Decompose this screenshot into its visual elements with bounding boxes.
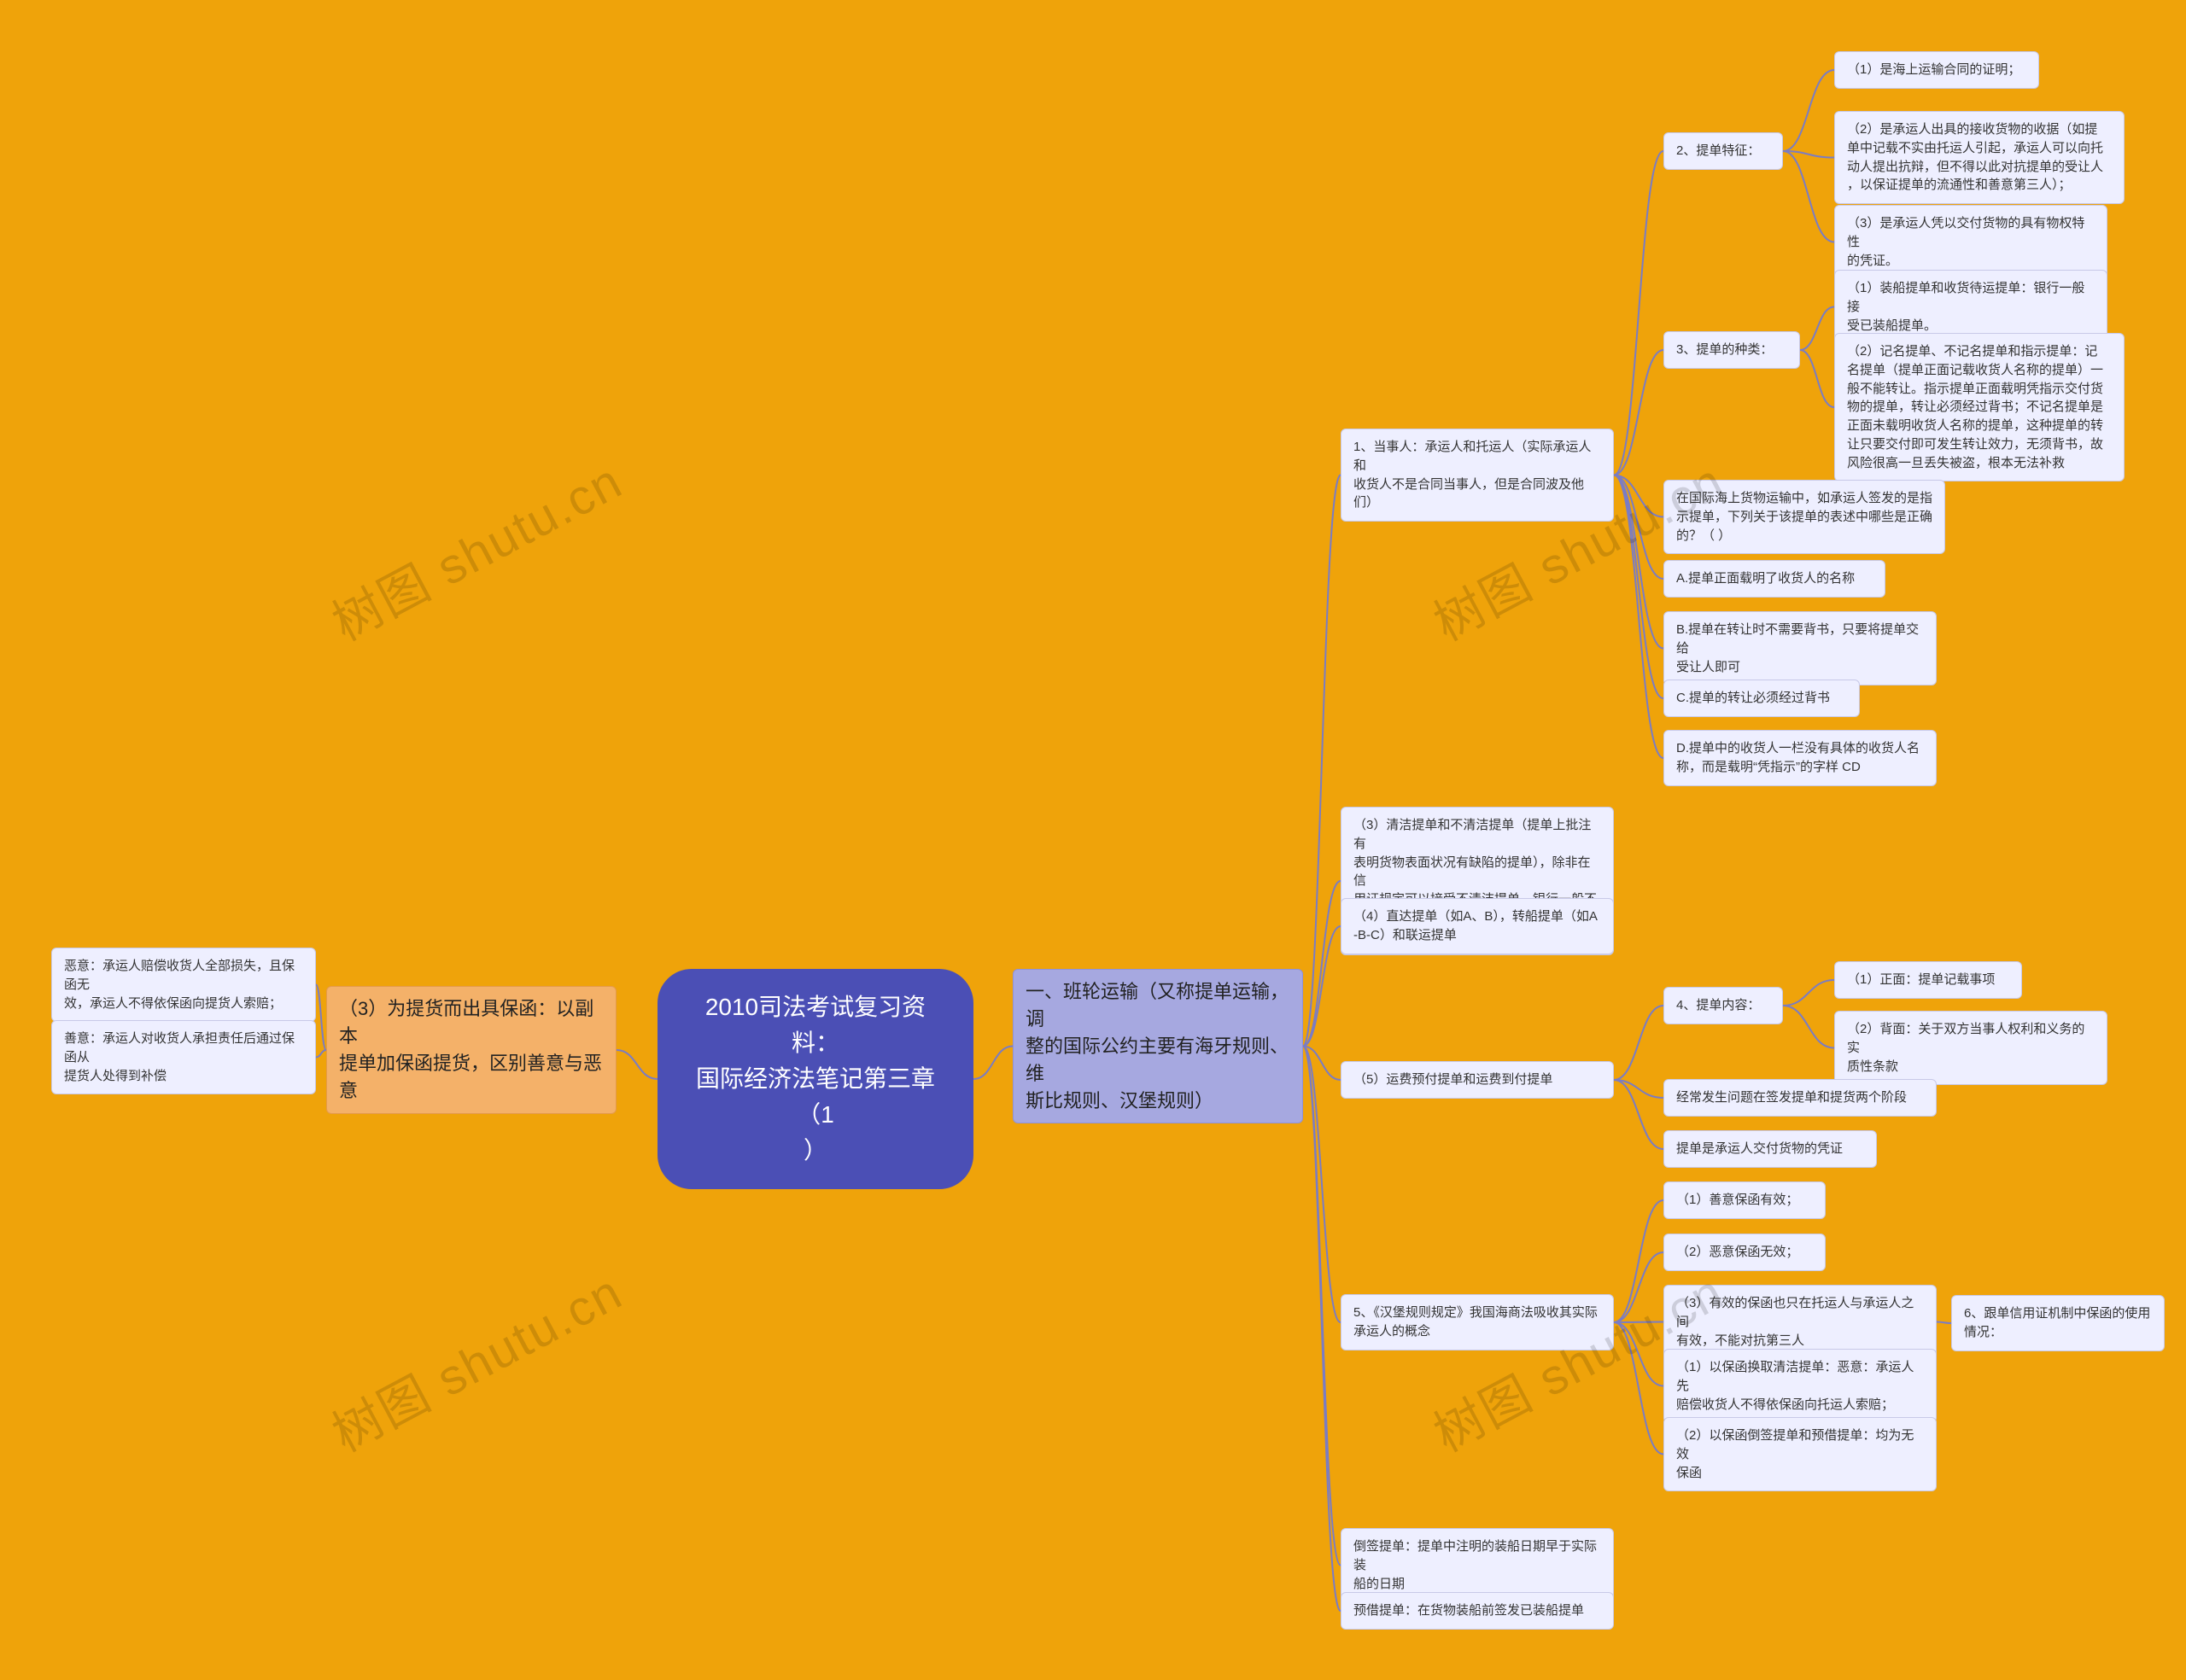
mindmap-edge (1303, 1047, 1341, 1566)
mindmap-node: （3）是承运人凭以交付货物的具有物权特性的凭证。 (1834, 205, 2107, 279)
mindmap-edge (973, 1047, 1013, 1080)
mindmap-node: （2）背面：关于双方当事人权利和义务的实质性条款 (1834, 1011, 2107, 1085)
mindmap-node: 恶意：承运人赔偿收货人全部损失，且保函无效，承运人不得依保函向提货人索赔； (51, 948, 316, 1022)
mindmap-edge (1614, 1006, 1663, 1080)
mindmap-edge (1783, 980, 1834, 1006)
mindmap-edge (1614, 1200, 1663, 1322)
mindmap-node: 预借提单：在货物装船前签发已装船提单 (1341, 1592, 1614, 1630)
mindmap-node: （2）以保函倒签提单和预借提单：均为无效保函 (1663, 1417, 1937, 1491)
mindmap-node: （1）以保函换取清洁提单：恶意：承运人先赔偿收货人不得依保函向托运人索赔； (1663, 1349, 1937, 1423)
mindmap-edge (1614, 1322, 1663, 1386)
mindmap-node: A.提单正面载明了收货人的名称 (1663, 560, 1885, 598)
mindmap-node: 善意：承运人对收货人承担责任后通过保函从提货人处得到补偿 (51, 1020, 316, 1094)
mindmap-node: 6、跟单信用证机制中保函的使用情况： (1951, 1295, 2165, 1351)
mindmap-edge (617, 1050, 658, 1079)
mindmap-edge (1614, 1322, 1663, 1323)
mindmap-node: （3）为提货而出具保函：以副本提单加保函提货，区别善意与恶意 (326, 986, 617, 1114)
mindmap-edge (1783, 151, 1834, 242)
mindmap-edge (316, 985, 326, 1051)
mindmap-edge (1614, 475, 1663, 649)
mindmap-edge (1303, 1047, 1341, 1081)
mindmap-edge (1614, 1080, 1663, 1149)
mindmap-edge (1937, 1322, 1951, 1324)
mindmap-node: （1）善意保函有效； (1663, 1181, 1826, 1219)
mindmap-edge (1614, 475, 1663, 580)
mindmap-edge (1614, 475, 1663, 759)
mindmap-node: 5、《汉堡规则规定》我国海商法吸收其实际承运人的概念 (1341, 1294, 1614, 1350)
mindmap-node: 3、提单的种类： (1663, 331, 1800, 369)
mindmap-node: （1）是海上运输合同的证明； (1834, 51, 2039, 89)
mindmap-node: 在国际海上货物运输中，如承运人签发的是指示提单，下列关于该提单的表述中哪些是正确… (1663, 480, 1945, 554)
mindmap-node: 4、提单内容： (1663, 987, 1783, 1024)
mindmap-edge (1783, 70, 1834, 151)
mindmap-node: （5）运费预付提单和运费到付提单 (1341, 1061, 1614, 1099)
mindmap-edge (1783, 1006, 1834, 1048)
mindmap-node: 2010司法考试复习资料：国际经济法笔记第三章（1） (658, 969, 973, 1189)
mindmap-node: （2）是承运人出具的接收货物的收据（如提单中记载不实由托运人引起，承运人可以向托… (1834, 111, 2125, 204)
mindmap-node: 2、提单特征： (1663, 132, 1783, 170)
mindmap-node: （4）直达提单（如A、B），转船提单（如A-B-C）和联运提单 (1341, 898, 1614, 954)
mindmap-edge (1783, 151, 1834, 158)
mindmap-node: 一、班轮运输（又称提单运输，调整的国际公约主要有海牙规则、维斯比规则、汉堡规则） (1013, 969, 1303, 1123)
mindmap-edge (1303, 475, 1341, 1047)
mindmap-node: 经常发生问题在签发提单和提货两个阶段 (1663, 1079, 1937, 1117)
mindmap-node: 提单是承运人交付货物的凭证 (1663, 1130, 1877, 1168)
watermark: 树图 shutu.cn (318, 441, 633, 654)
mindmap-edge (1614, 1080, 1663, 1098)
mindmap-node: （2）恶意保函无效； (1663, 1234, 1826, 1271)
mindmap-node: D.提单中的收货人一栏没有具体的收货人名称，而是载明“凭指示”的字样 CD (1663, 730, 1937, 786)
mindmap-edge (1614, 350, 1663, 475)
mindmap-edge (1614, 1252, 1663, 1322)
mindmap-edge (1800, 307, 1834, 351)
mindmap-edge (1614, 475, 1663, 699)
mindmap-edge (1800, 350, 1834, 407)
mindmap-edge (316, 1050, 326, 1058)
mindmap-node: （2）记名提单、不记名提单和指示提单：记名提单（提单正面记载收货人名称的提单）一… (1834, 333, 2125, 481)
mindmap-node: 1、当事人：承运人和托运人（实际承运人和收货人不是合同当事人，但是合同波及他们） (1341, 429, 1614, 522)
mindmap-edge (1614, 151, 1663, 475)
mindmap-node: B.提单在转让时不需要背书，只要将提单交给受让人即可 (1663, 611, 1937, 685)
mindmap-edge (1614, 1322, 1663, 1455)
mindmap-node: C.提单的转让必须经过背书 (1663, 680, 1860, 717)
watermark: 树图 shutu.cn (318, 1252, 633, 1465)
mindmap-edge (1303, 1047, 1341, 1612)
mindmap-edge (1614, 475, 1663, 517)
mindmap-edge (1303, 1047, 1341, 1323)
mindmap-node: （1）正面：提单记载事项 (1834, 961, 2022, 999)
mindmap-edge (1303, 926, 1341, 1047)
mindmap-edge (1303, 881, 1341, 1047)
